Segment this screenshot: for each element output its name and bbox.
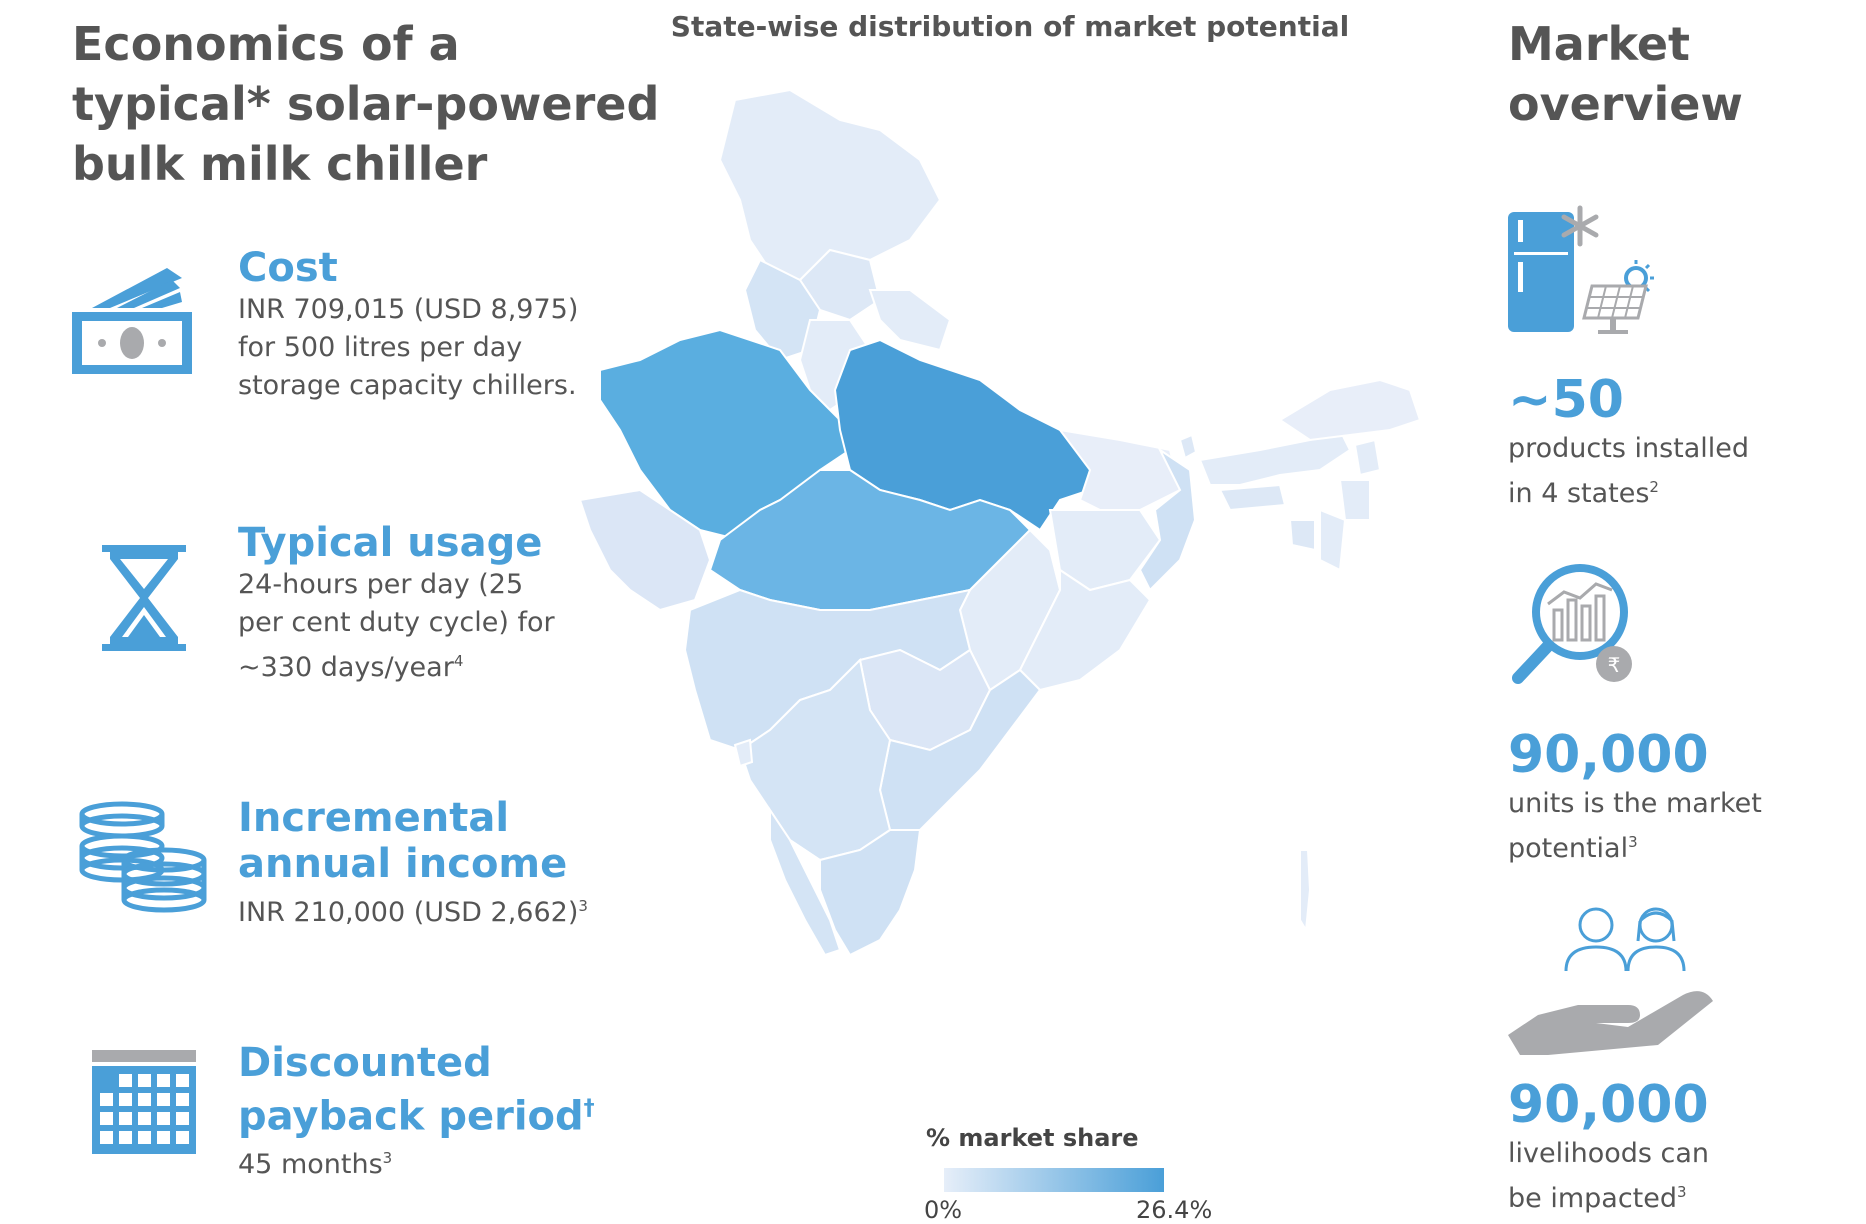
usage-text: 24-hours per day (25 per cent duty cycle… (238, 569, 555, 683)
stat-potential-text: units is the market potential3 (1508, 788, 1762, 864)
state-mizoram (1319, 508, 1347, 572)
svg-text:₹: ₹ (1608, 653, 1621, 677)
state-manipur (1338, 479, 1371, 521)
stat-livelihoods-text: livelihoods can be impacted3 (1508, 1138, 1710, 1214)
state-nagaland (1353, 438, 1382, 477)
income-text: INR 210,000 (USD 2,662)3 (238, 897, 588, 928)
state-meghalaya (1218, 483, 1287, 512)
hourglass-icon (102, 545, 186, 651)
coins-icon (79, 801, 207, 913)
state-kerala (769, 806, 842, 957)
state-punjab (743, 258, 822, 362)
money-icon (72, 268, 192, 374)
map-title: State-wise distribution of market potent… (670, 10, 1350, 43)
cost-text: INR 709,015 (USD 8,975) for 500 litres p… (238, 294, 579, 401)
payback-block: Discounted payback period† 45 months3 (238, 1040, 658, 1184)
legend-min-label: 0% (924, 1196, 963, 1224)
state-sikkim (1178, 433, 1198, 460)
payback-heading: Discounted payback period† (238, 1040, 595, 1140)
stat-installed-value: ~50 (1508, 370, 1624, 430)
state-tripura (1288, 519, 1316, 552)
state-gujarat (578, 488, 712, 612)
income-block: Incremental annual income INR 210,000 (U… (238, 795, 658, 932)
india-choropleth-map (578, 88, 1422, 957)
stat-potential-value: 90,000 (1508, 725, 1709, 785)
usage-heading: Typical usage (238, 520, 543, 566)
state-uttarakhand (868, 289, 952, 352)
state-odisha (1018, 568, 1152, 692)
payback-text: 45 months3 (238, 1149, 393, 1181)
income-heading: Incremental annual income (238, 795, 568, 887)
legend-max-label: 26.4% (1136, 1196, 1213, 1224)
cost-block: Cost INR 709,015 (USD 8,975) for 500 lit… (238, 245, 638, 405)
state-west-bengal (1138, 447, 1197, 592)
livelihood-hand-icon (1508, 907, 1713, 1055)
market-analysis-icon: ₹ (1512, 564, 1632, 684)
solar-fridge-icon (1508, 205, 1654, 334)
stat-installed-block: ~50 products installed in 4 states2 (1508, 370, 1848, 513)
economics-title: Economics of a typical* solar-powered bu… (72, 17, 660, 191)
state-arunachal (1278, 378, 1422, 442)
stat-potential-block: 90,000 units is the market potential3 (1508, 725, 1848, 868)
andaman-islands (1299, 849, 1312, 934)
state-tamil-nadu (819, 829, 922, 957)
cost-heading: Cost (238, 245, 338, 291)
stat-livelihoods-block: 90,000 livelihoods can be impacted3 (1508, 1075, 1848, 1218)
state-assam (1198, 428, 1352, 486)
usage-block: Typical usage 24-hours per day (25 per c… (238, 520, 638, 687)
market-overview-title: Market overview (1508, 17, 1743, 131)
stat-installed-text: products installed in 4 states2 (1508, 433, 1750, 509)
legend-gradient-bar (944, 1168, 1164, 1192)
legend-title: % market share (926, 1124, 1139, 1152)
state-goa (733, 738, 754, 768)
stat-livelihoods-value: 90,000 (1508, 1075, 1709, 1135)
calendar-icon (92, 1050, 196, 1154)
